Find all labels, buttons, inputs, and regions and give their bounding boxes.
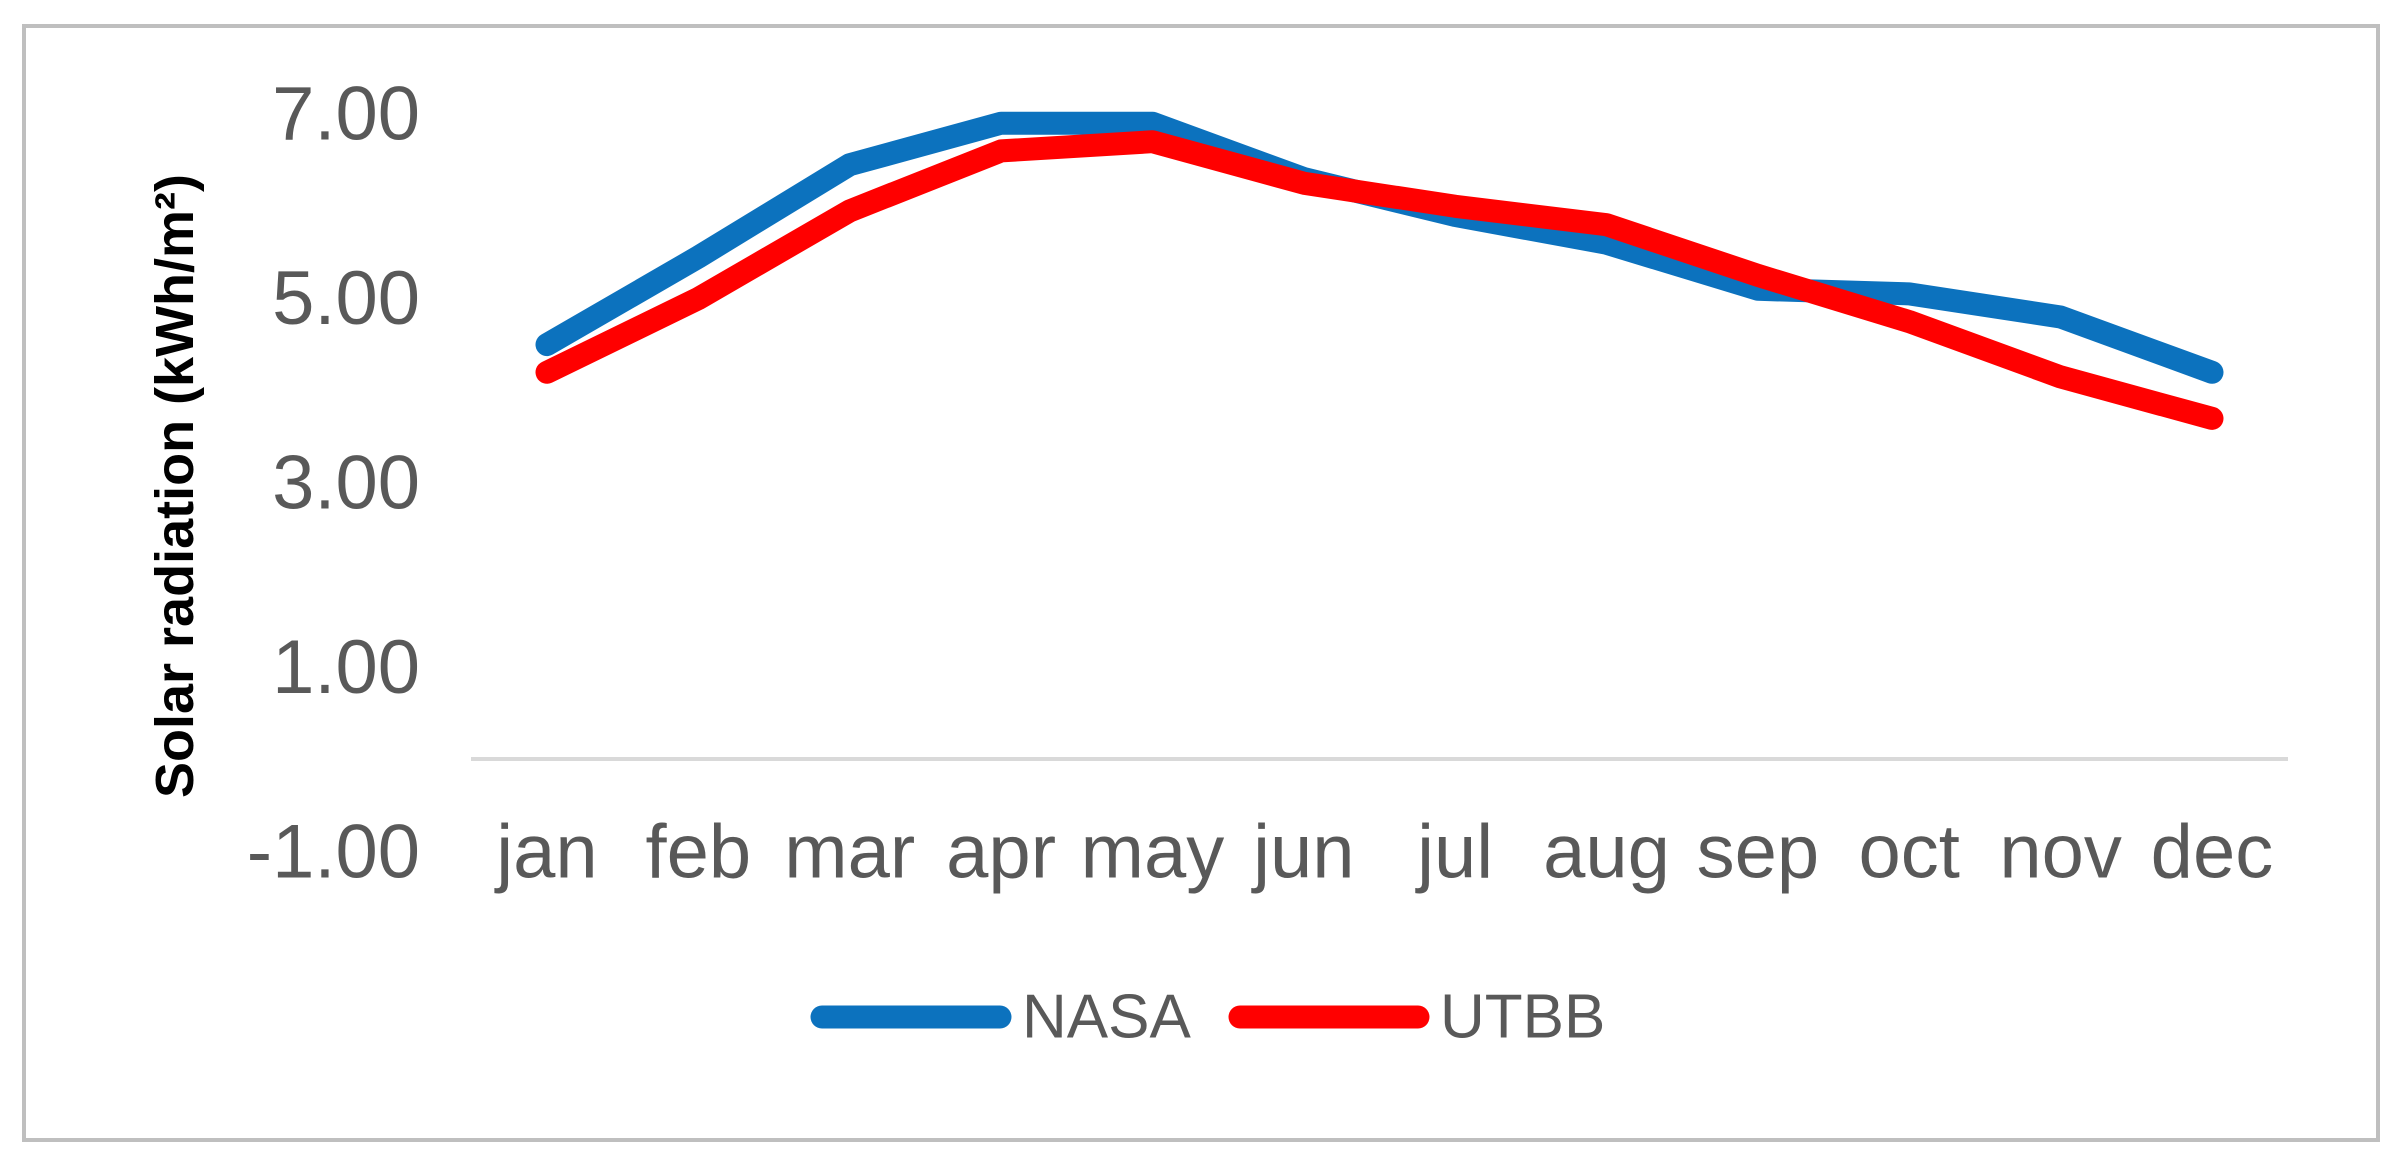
x-tick-label: jul [1415, 810, 1493, 895]
chart-frame-border [22, 24, 2380, 1142]
legend-label: NASA [1022, 983, 1191, 1052]
y-axis-title: Solar radiation (kWh/m²) [145, 174, 205, 798]
legend-item-nasa: NASA [810, 983, 1191, 1052]
x-tick-label: apr [946, 810, 1056, 895]
x-tick-label: sep [1697, 810, 1820, 895]
x-tick-label: aug [1543, 810, 1670, 895]
x-tick-label: dec [2151, 810, 2274, 895]
legend-item-utbb: UTBB [1228, 983, 1605, 1052]
x-tick-label: may [1081, 810, 1225, 895]
x-axis-category-labels: jan feb mar apr may jun jul aug sep oct nov dec [494, 810, 2273, 895]
y-tick-label: 5.00 [272, 256, 420, 341]
series-lines [535, 111, 2224, 430]
x-tick-label: mar [784, 810, 915, 895]
legend-label: UTBB [1440, 983, 1605, 1052]
x-tick-label: feb [646, 810, 752, 895]
x-tick-label: oct [1859, 810, 1960, 895]
x-tick-label: jan [494, 810, 597, 895]
y-tick-label: -1.00 [247, 810, 420, 895]
y-tick-label: 1.00 [272, 625, 420, 710]
y-tick-label: 3.00 [272, 441, 420, 526]
y-axis-tick-labels: 7.00 5.00 3.00 1.00 -1.00 [247, 72, 420, 895]
series-line-utbb [535, 130, 2224, 430]
legend: NASA UTBB [810, 983, 1605, 1052]
x-tick-label: jun [1251, 810, 1354, 895]
y-tick-label: 7.00 [272, 72, 420, 157]
x-tick-label: nov [1999, 810, 2122, 895]
